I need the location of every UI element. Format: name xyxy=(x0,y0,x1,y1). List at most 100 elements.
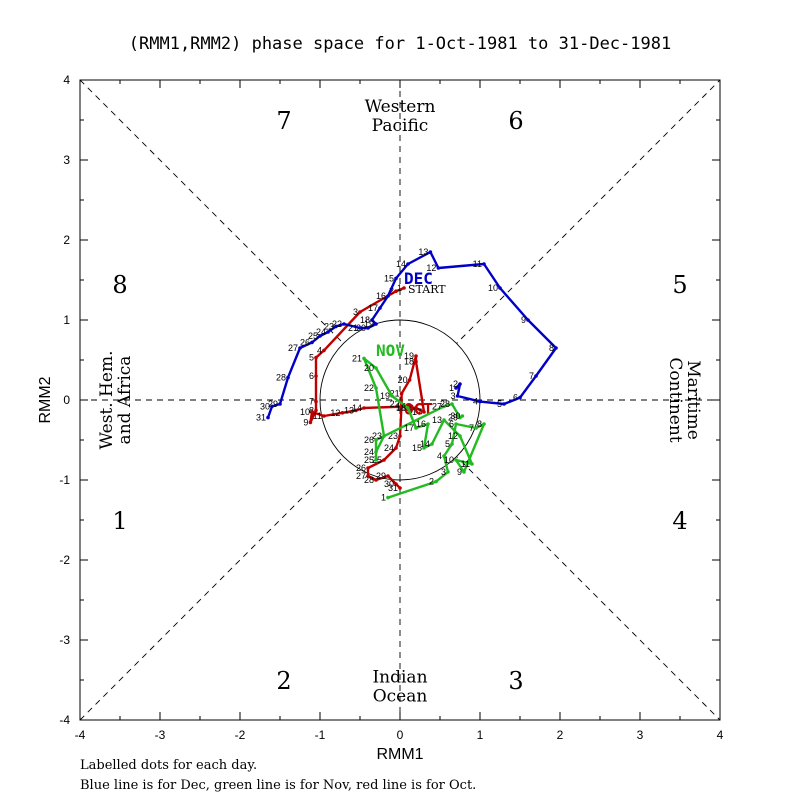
day-label: 18 xyxy=(404,357,414,367)
day-label: 14 xyxy=(396,259,406,269)
day-label: 1 xyxy=(449,383,454,393)
x-tick-label: 3 xyxy=(637,728,644,742)
day-label: 24 xyxy=(364,447,374,457)
day-dot xyxy=(386,294,390,298)
day-label: 4 xyxy=(317,345,322,355)
day-label: 15 xyxy=(396,401,406,411)
day-label: 7 xyxy=(529,371,534,381)
day-dot xyxy=(342,322,346,326)
day-dot xyxy=(366,466,370,470)
x-tick-label: 4 xyxy=(717,728,724,742)
day-dot xyxy=(458,382,462,386)
day-label: 12 xyxy=(330,408,340,418)
day-dot xyxy=(308,420,313,425)
day-dot xyxy=(414,354,418,358)
day-label: 20 xyxy=(398,375,408,385)
y-tick-label: -3 xyxy=(59,633,70,647)
day-dot xyxy=(370,318,374,322)
day-label: 4 xyxy=(473,397,478,407)
day-label: 29 xyxy=(268,399,278,409)
day-label: 10 xyxy=(444,455,454,465)
phase-number-7: 7 xyxy=(276,107,291,135)
day-dot xyxy=(398,434,402,438)
day-dot xyxy=(374,458,378,462)
day-label: 19 xyxy=(380,391,390,401)
region-label-text: West. Hem. xyxy=(97,351,117,450)
x-tick-label: 1 xyxy=(477,728,484,742)
day-label: 15 xyxy=(384,273,394,283)
y-tick-label: -2 xyxy=(59,553,70,567)
day-label: 29 xyxy=(448,413,458,423)
day-label: 10 xyxy=(488,283,498,293)
day-dot xyxy=(414,359,418,364)
day-label: 26 xyxy=(356,463,366,473)
day-dot xyxy=(474,426,478,430)
phase-number-3: 3 xyxy=(508,667,523,695)
day-dot xyxy=(442,404,446,409)
day-dot xyxy=(374,450,378,454)
day-dot xyxy=(310,340,314,345)
day-dot xyxy=(454,386,458,390)
day-dot xyxy=(374,478,378,482)
day-dot xyxy=(394,446,398,450)
day-dot xyxy=(322,414,326,418)
day-dot xyxy=(526,318,530,322)
day-label: 14 xyxy=(420,439,430,449)
day-label: 19 xyxy=(364,319,374,329)
region-label-western-pacific: Western xyxy=(365,97,436,117)
day-label: 14 xyxy=(352,403,362,413)
day-dot xyxy=(436,266,441,270)
day-label: 13 xyxy=(432,415,442,425)
day-label: 20 xyxy=(364,363,374,373)
day-dot xyxy=(374,438,378,442)
day-label: 21 xyxy=(390,389,400,399)
day-dot xyxy=(470,462,474,466)
day-label: 13 xyxy=(418,247,428,257)
day-label: 30 xyxy=(260,401,270,411)
y-tick-label: 1 xyxy=(63,313,70,327)
day-label: 24 xyxy=(316,327,326,337)
day-dot xyxy=(502,402,506,406)
day-dot xyxy=(422,446,426,450)
day-dot xyxy=(554,346,558,350)
day-label: 31 xyxy=(388,483,398,493)
day-dot xyxy=(314,399,318,404)
phase-number-6: 6 xyxy=(508,107,523,135)
chart-title: (RMM1,RMM2) phase space for 1-Oct-1981 t… xyxy=(129,34,671,54)
day-dot xyxy=(460,414,465,418)
day-label: 15 xyxy=(412,443,422,453)
day-dot xyxy=(340,411,345,415)
day-label: 28 xyxy=(364,475,374,485)
day-label: 18 xyxy=(396,403,406,413)
day-label: 18 xyxy=(360,315,370,325)
x-tick-label: 2 xyxy=(557,728,564,742)
day-dot xyxy=(358,310,362,314)
day-label: 17 xyxy=(368,303,378,313)
day-dot xyxy=(374,366,378,370)
day-label: 25 xyxy=(364,455,374,465)
day-dot xyxy=(478,399,482,404)
day-label: 6 xyxy=(513,393,518,403)
day-label: 1 xyxy=(381,493,386,503)
region-label-indian-ocean: Ocean xyxy=(373,686,428,706)
day-label: 9 xyxy=(521,315,526,325)
day-dot xyxy=(498,286,502,290)
day-label: 22 xyxy=(332,319,342,329)
month-label-dec: DEC xyxy=(404,269,433,288)
day-dot xyxy=(374,322,378,326)
day-label: 3 xyxy=(353,307,358,317)
day-dot xyxy=(402,286,406,290)
day-label: 30 xyxy=(450,411,460,421)
day-label: 27 xyxy=(288,343,298,353)
x-tick-label: -2 xyxy=(235,728,246,742)
region-label-indian-ocean: Indian xyxy=(372,667,427,687)
day-dot xyxy=(454,422,458,426)
day-dot xyxy=(482,422,486,426)
day-dot xyxy=(446,470,450,474)
y-axis-label: RMM2 xyxy=(37,376,54,423)
day-label: 22 xyxy=(364,383,374,393)
day-label: 31 xyxy=(256,413,266,423)
day-dot xyxy=(430,442,434,446)
day-dot xyxy=(358,326,362,330)
